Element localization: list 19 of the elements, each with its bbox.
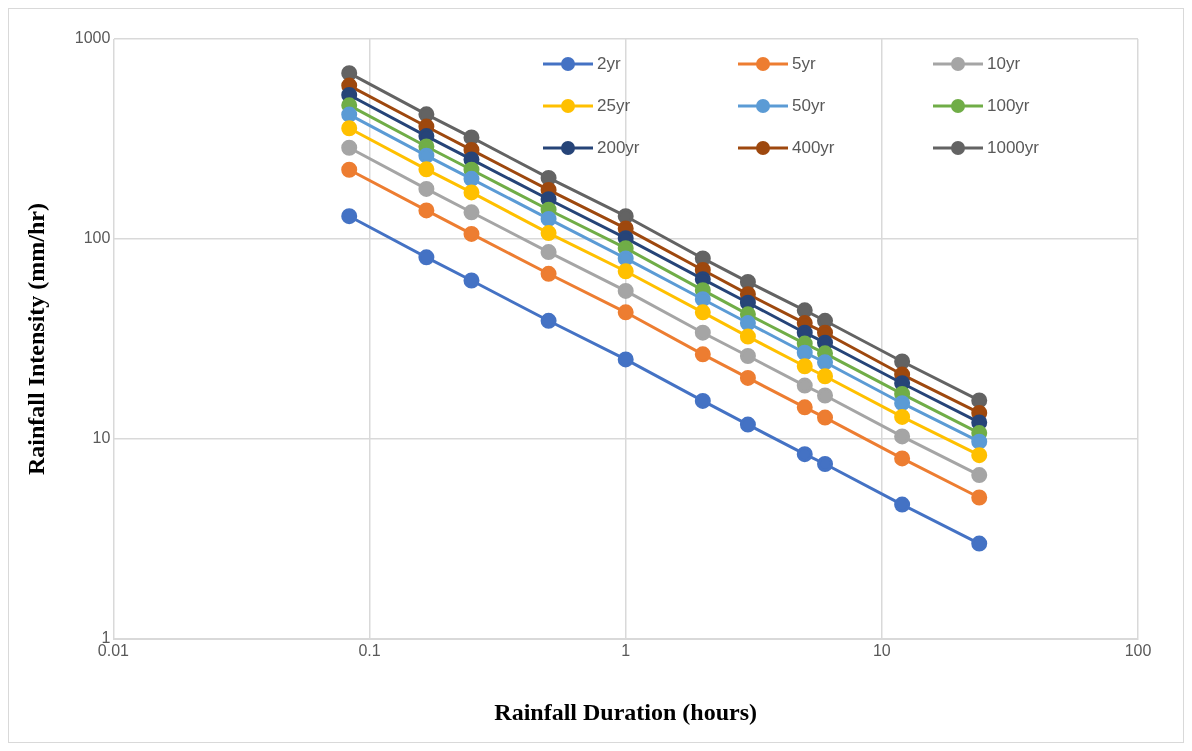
y-tick-label: 1000	[74, 29, 111, 47]
legend-label: 1000yr	[987, 137, 1040, 157]
legend-label: 100yr	[987, 95, 1030, 115]
x-axis-title: Rainfall Duration (hours)	[494, 698, 758, 725]
legend-label: 200yr	[597, 137, 640, 157]
legend-label: 50yr	[792, 95, 826, 115]
legend-label: 400yr	[792, 137, 835, 157]
y-axis-title: Rainfall Intensity (mm/hr)	[22, 203, 49, 475]
legend-label: 10yr	[987, 53, 1021, 73]
legend-label: 5yr	[792, 53, 816, 73]
legend-label: 25yr	[597, 95, 631, 115]
y-tick-label: 10	[92, 429, 111, 447]
x-tick-label: 10	[872, 642, 891, 660]
x-tick-label: 0.1	[358, 642, 381, 660]
x-tick-label: 1	[621, 642, 631, 660]
x-tick-label: 100	[1124, 642, 1152, 660]
y-tick-label: 100	[83, 229, 111, 247]
legend-label: 2yr	[597, 53, 621, 73]
x-tick-label: 0.01	[97, 642, 130, 660]
